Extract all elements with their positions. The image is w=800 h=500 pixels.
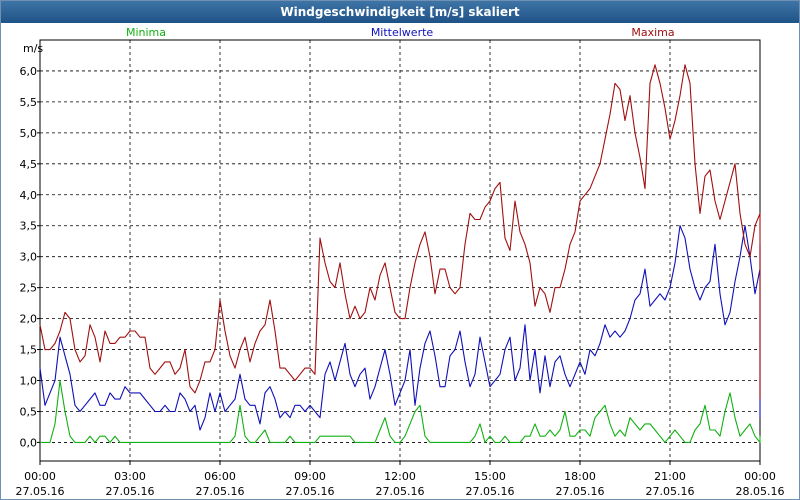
x-tick-date-label: 28.05.16 xyxy=(736,485,785,498)
y-tick-label: 6,0 xyxy=(20,65,38,78)
x-tick-time-label: 00:00 xyxy=(744,470,776,483)
y-tick-label: 5,0 xyxy=(20,127,38,140)
x-tick-date-label: 27.05.16 xyxy=(196,485,245,498)
x-tick-time-label: 12:00 xyxy=(384,470,416,483)
legend-maxima: Maxima xyxy=(631,26,674,39)
x-tick-date-label: 27.05.16 xyxy=(286,485,335,498)
y-tick-label: 3,5 xyxy=(20,220,38,233)
y-tick-label: 2,5 xyxy=(20,282,38,295)
x-tick-date-label: 27.05.16 xyxy=(106,485,155,498)
x-tick-time-label: 21:00 xyxy=(654,470,686,483)
y-tick-label: 1,5 xyxy=(20,344,38,357)
y-tick-label: 1,0 xyxy=(20,375,38,388)
series-line-maxima xyxy=(39,64,761,400)
x-tick-date-label: 27.05.16 xyxy=(646,485,695,498)
y-tick-label: 4,0 xyxy=(20,189,38,202)
x-tick-date-label: 27.05.16 xyxy=(556,485,605,498)
y-tick-label: 3,0 xyxy=(20,251,38,264)
x-tick-time-label: 09:00 xyxy=(294,470,326,483)
legend-mittelwerte: Mittelwerte xyxy=(371,26,434,39)
x-tick-date-label: 27.05.16 xyxy=(376,485,425,498)
chart-title: Windgeschwindigkeit [m/s] skaliert xyxy=(1,1,799,23)
x-tick-time-label: 15:00 xyxy=(474,470,506,483)
legend-minima: Minima xyxy=(126,26,166,39)
x-tick-time-label: 00:00 xyxy=(24,470,56,483)
x-tick-time-label: 06:00 xyxy=(204,470,236,483)
x-tick-date-label: 27.05.16 xyxy=(16,485,65,498)
y-tick-label: 4,5 xyxy=(20,158,38,171)
y-axis-label: m/s xyxy=(23,42,43,55)
y-tick-label: 0,0 xyxy=(20,436,38,449)
x-tick-date-label: 27.05.16 xyxy=(466,485,515,498)
series-line-minima xyxy=(40,379,761,443)
x-tick-time-label: 18:00 xyxy=(564,470,596,483)
y-tick-label: 0,5 xyxy=(20,405,38,418)
y-tick-label: 5,5 xyxy=(20,96,38,109)
y-tick-label: 2,0 xyxy=(20,313,38,326)
x-tick-time-label: 03:00 xyxy=(114,470,146,483)
